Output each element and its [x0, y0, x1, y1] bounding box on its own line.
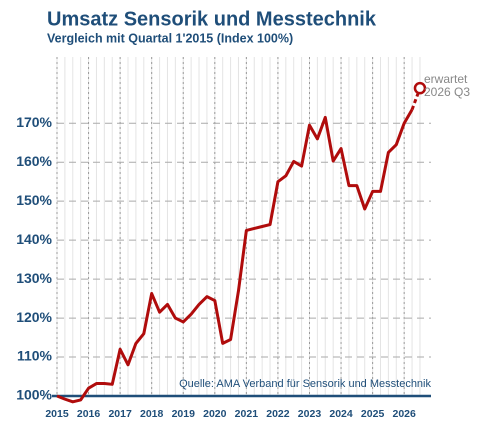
data-line [410, 87, 422, 111]
y-tick-label: 150% [16, 192, 52, 208]
y-tick-label: 130% [16, 270, 52, 286]
x-tick-label: 2023 [298, 408, 322, 420]
chart-subtitle: Vergleich mit Quartal 1'2015 (Index 100%… [47, 31, 293, 45]
x-tick-label: 2022 [266, 408, 290, 420]
annotation: 2026 Q3 [424, 85, 470, 99]
source: Quelle: AMA Verband für Sensorik und Mes… [179, 378, 431, 390]
projection-marker [413, 81, 427, 95]
x-tick-label: 2026 [392, 408, 416, 420]
y-tick-label: 100% [16, 387, 52, 403]
y-tick-label: 160% [16, 153, 52, 169]
annotation: erwartet [424, 72, 468, 86]
y-tick-label: 120% [16, 309, 52, 325]
data-line [56, 108, 414, 404]
x-tick-label: 2025 [361, 408, 385, 420]
x-tick-label: 2020 [203, 408, 227, 420]
chart-title: Umsatz Sensorik und Messtechnik [47, 8, 377, 30]
y-tick-label: 170% [16, 114, 52, 130]
x-tick-label: 2021 [235, 408, 259, 420]
x-tick-label: 2016 [77, 408, 101, 420]
x-tick-label: 2024 [329, 408, 353, 420]
x-tick-label: 2018 [140, 408, 164, 420]
x-tick-label: 2015 [45, 408, 69, 420]
y-tick-label: 140% [16, 231, 52, 247]
x-tick-label: 2017 [108, 408, 132, 420]
x-tick-label: 2019 [172, 408, 196, 420]
y-tick-label: 110% [17, 348, 53, 364]
